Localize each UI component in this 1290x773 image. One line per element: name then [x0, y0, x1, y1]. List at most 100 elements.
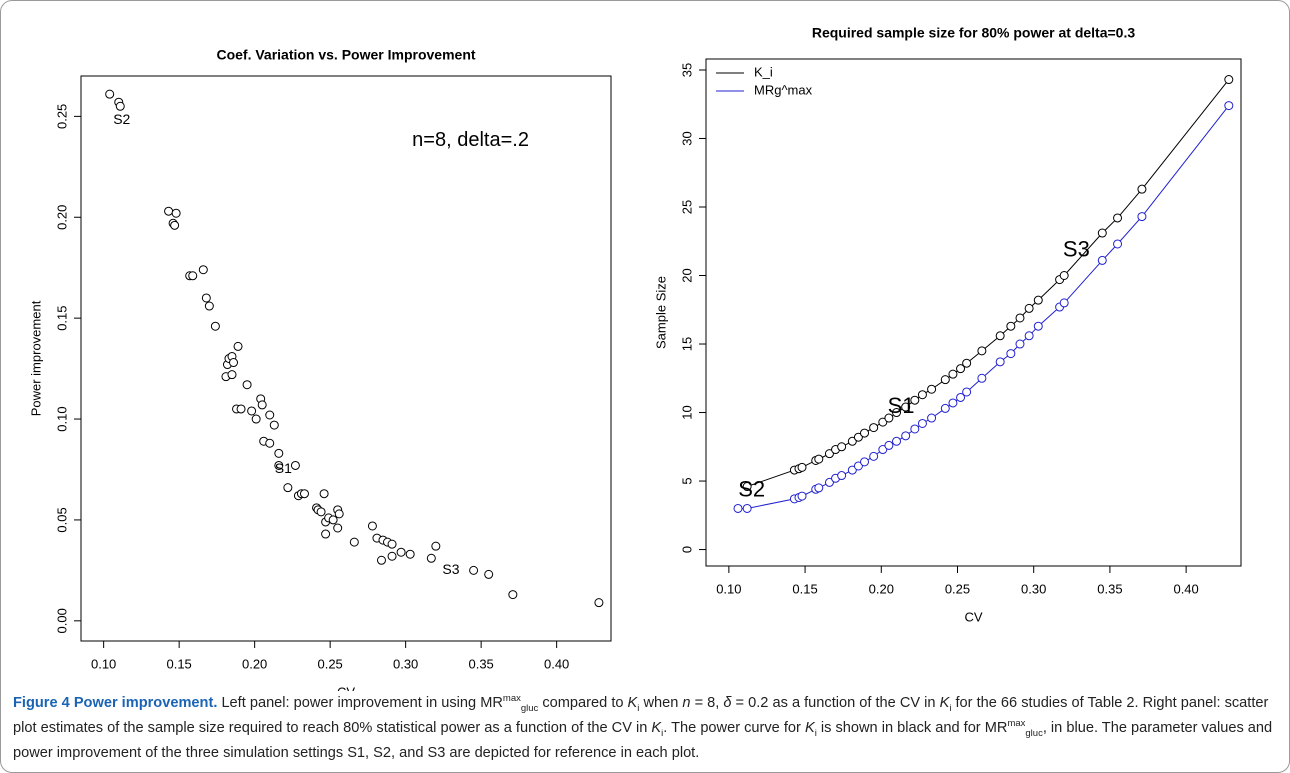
- data-point: [1024, 303, 1034, 313]
- data-point: [1033, 321, 1043, 331]
- annotation: S1: [275, 460, 292, 476]
- chart-title: Coef. Variation vs. Power Improvement: [216, 47, 475, 63]
- y-axis-label: Power improvement: [28, 300, 43, 416]
- data-point: [508, 590, 518, 600]
- caption-text: when: [639, 695, 683, 711]
- x-tick-label: 0.10: [91, 656, 116, 671]
- y-tick-label: 0.15: [54, 305, 69, 330]
- data-point: [105, 89, 115, 99]
- math: K: [627, 695, 638, 711]
- data-point: [910, 395, 920, 405]
- data-point: [290, 460, 300, 470]
- data-point: [824, 477, 834, 487]
- data-point: [170, 220, 180, 230]
- data-point: [910, 424, 920, 434]
- x-tick-label: 0.15: [792, 581, 817, 596]
- annotation: S3: [1063, 237, 1090, 262]
- data-point: [1059, 271, 1069, 281]
- figure: Coef. Variation vs. Power Improvement 0.1…: [28, 25, 1242, 699]
- annotation: S3: [442, 561, 459, 577]
- data-point: [204, 301, 214, 311]
- data-point: [188, 271, 198, 281]
- data-point: [321, 529, 331, 539]
- caption-text: is shown in black and for: [816, 720, 985, 736]
- y-tick-label: 20: [679, 268, 694, 282]
- y-tick-label: 5: [679, 477, 694, 484]
- math-sup: max: [502, 693, 521, 705]
- data-point: [733, 503, 743, 513]
- x-tick-label: 0.10: [716, 581, 741, 596]
- data-point: [869, 423, 879, 433]
- data-point: [977, 373, 987, 383]
- x-tick-label: 0.20: [242, 656, 267, 671]
- y-tick-label: 0.10: [54, 406, 69, 431]
- x-tick-label: 0.35: [468, 656, 493, 671]
- data-point: [927, 413, 937, 423]
- caption-text: . The power curve for: [663, 720, 805, 736]
- data-point: [236, 404, 246, 414]
- math-sub: gluc: [1025, 727, 1043, 739]
- y-tick-label: 0: [679, 546, 694, 553]
- data-point: [269, 420, 279, 430]
- x-tick-label: 0.30: [1021, 581, 1046, 596]
- data-point: [927, 384, 937, 394]
- data-point: [387, 539, 397, 549]
- y-tick-label: 30: [679, 131, 694, 145]
- math-sub: i: [814, 727, 817, 739]
- x-tick-label: 0.30: [393, 656, 418, 671]
- data-point: [1224, 75, 1234, 85]
- data-point: [426, 553, 436, 563]
- data-point: [901, 431, 911, 441]
- y-tick-label: 0.20: [54, 205, 69, 230]
- math: K: [804, 720, 815, 736]
- plot-frame: [705, 58, 1242, 567]
- x-tick-label: 0.15: [166, 656, 191, 671]
- data-point: [948, 369, 958, 379]
- data-point: [853, 461, 863, 471]
- data-point: [901, 402, 911, 412]
- data-point: [814, 454, 824, 464]
- data-point: [940, 375, 950, 385]
- data-point: [962, 387, 972, 397]
- series-line: [746, 79, 1230, 487]
- math-sub: i: [661, 727, 664, 739]
- data-point: [869, 451, 879, 461]
- data-point: [594, 598, 604, 608]
- data-point: [164, 206, 174, 216]
- y-tick-label: 35: [679, 63, 694, 77]
- x-tick-label: 0.40: [1173, 581, 1198, 596]
- legend-label: K_i: [754, 64, 773, 79]
- data-point: [1113, 213, 1123, 223]
- data-point: [242, 380, 252, 390]
- data-point: [229, 358, 239, 368]
- annotation: n=8, delta=.2: [412, 129, 529, 151]
- data-point: [316, 507, 326, 517]
- data-point: [1006, 321, 1016, 331]
- data-point: [1137, 184, 1147, 194]
- caption: Figure 4 Power improvement. Left panel: …: [13, 691, 1275, 766]
- data-point: [837, 442, 847, 452]
- data-point: [333, 523, 343, 533]
- annotation: S2: [113, 111, 130, 127]
- data-point: [265, 438, 275, 448]
- math-sub: i: [949, 702, 952, 714]
- data-point: [115, 101, 125, 111]
- data-point: [210, 321, 220, 331]
- data-point: [405, 549, 415, 559]
- data-point: [299, 489, 309, 499]
- data-point: [396, 547, 406, 557]
- y-tick-label: 0.00: [54, 608, 69, 633]
- data-point: [797, 491, 807, 501]
- math: MR: [480, 695, 503, 711]
- data-point: [1113, 239, 1123, 249]
- caption-text: = 0.2 as a function of the CV in: [731, 695, 940, 711]
- x-tick-label: 0.40: [544, 656, 569, 671]
- annotation: S2: [738, 476, 765, 501]
- plot-frame: [80, 75, 612, 642]
- data-point: [853, 432, 863, 442]
- data-point: [334, 509, 344, 519]
- data-point: [319, 489, 329, 499]
- data-point: [977, 346, 987, 356]
- y-tick-label: 0.25: [54, 104, 69, 129]
- x-tick-label: 0.20: [869, 581, 894, 596]
